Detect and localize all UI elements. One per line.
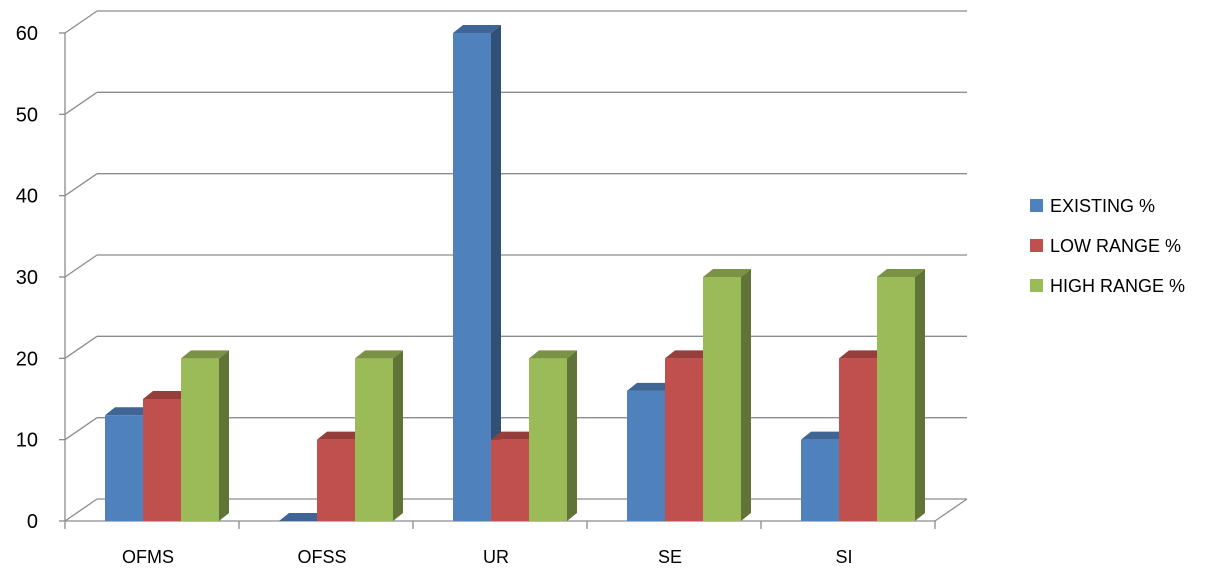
bar-top: [317, 431, 365, 440]
x-category-label: UR: [483, 547, 509, 567]
bar-top: [105, 407, 153, 416]
bar-top: [877, 269, 925, 277]
bar-top: [181, 350, 229, 359]
gridline-diagonal: [64, 335, 98, 359]
bar-top: [279, 513, 327, 521]
bar-front: [317, 439, 355, 521]
bar-top: [627, 382, 675, 391]
bar-front: [703, 277, 741, 521]
bar-side: [219, 350, 229, 521]
legend-entry: HIGH RANGE %: [1030, 276, 1185, 296]
bar-side: [567, 350, 577, 521]
y-tick-label: 10: [16, 430, 38, 452]
bar-se-high-range: [703, 269, 751, 521]
legend-label: HIGH RANGE %: [1050, 276, 1185, 296]
bar-front: [839, 358, 877, 521]
bar-front: [355, 358, 393, 521]
legend: EXISTING % LOW RANGE % HIGH RANGE %: [1030, 196, 1185, 296]
legend-swatch: [1030, 199, 1043, 212]
bar-front: [453, 33, 491, 521]
legend-swatch: [1030, 239, 1043, 252]
bar-front: [105, 415, 143, 521]
y-tick-label: 60: [16, 23, 38, 45]
bars: [105, 25, 925, 521]
bar-ofss-existing: [279, 513, 327, 521]
bar-front: [877, 277, 915, 521]
bar-front: [181, 358, 219, 521]
bar-ofms-high-range: [181, 350, 229, 521]
y-tick-label: 30: [16, 267, 38, 289]
y-axis-tick-labels: 0 10 20 30 40 50 60: [16, 23, 38, 533]
bar-top: [491, 431, 539, 440]
bar-top: [839, 350, 887, 359]
bar-top: [703, 269, 751, 277]
legend-label: LOW RANGE %: [1050, 236, 1181, 256]
legend-entry: EXISTING %: [1030, 196, 1155, 216]
y-tick-label: 20: [16, 348, 38, 370]
floor-right-edge: [934, 498, 968, 522]
bar-front: [491, 439, 529, 521]
gridline-diagonal: [64, 417, 98, 441]
bar-ofss-high-range: [355, 350, 403, 521]
legend-entry: LOW RANGE %: [1030, 236, 1181, 256]
bar-side: [491, 25, 501, 521]
bar-top: [665, 350, 713, 359]
bar-si-high-range: [877, 269, 925, 521]
x-axis-category-labels: OFMS OFSS UR SE SI: [122, 547, 853, 567]
bar-top: [801, 431, 849, 440]
bar-side: [393, 350, 403, 521]
bar-top: [529, 350, 577, 359]
bar-front: [665, 358, 703, 521]
y-tick-label: 50: [16, 104, 38, 126]
gridlines: [64, 10, 967, 522]
bar-front: [529, 358, 567, 521]
bar-top: [355, 350, 403, 359]
y-tick-label: 40: [16, 186, 38, 208]
bar-front: [627, 390, 665, 521]
bar-ur-high-range: [529, 350, 577, 521]
bar-top: [143, 391, 191, 399]
gridline-diagonal: [64, 498, 98, 522]
gridline-diagonal: [64, 10, 98, 34]
x-category-label: OFSS: [297, 547, 346, 567]
x-category-label: SI: [835, 547, 852, 567]
gridline-diagonal: [64, 173, 98, 197]
x-category-label: SE: [658, 547, 682, 567]
bar-ur-existing: [453, 25, 501, 521]
bar-front: [801, 439, 839, 521]
gridline-diagonal: [64, 254, 98, 278]
bar-side: [741, 269, 751, 521]
bar-front: [143, 399, 181, 521]
bar-side: [915, 269, 925, 521]
gridline-diagonal: [64, 91, 98, 115]
legend-swatch: [1030, 279, 1043, 292]
x-category-label: OFMS: [122, 547, 174, 567]
bar-top: [453, 25, 501, 33]
y-tick-label: 0: [27, 511, 38, 533]
legend-label: EXISTING %: [1050, 196, 1155, 216]
